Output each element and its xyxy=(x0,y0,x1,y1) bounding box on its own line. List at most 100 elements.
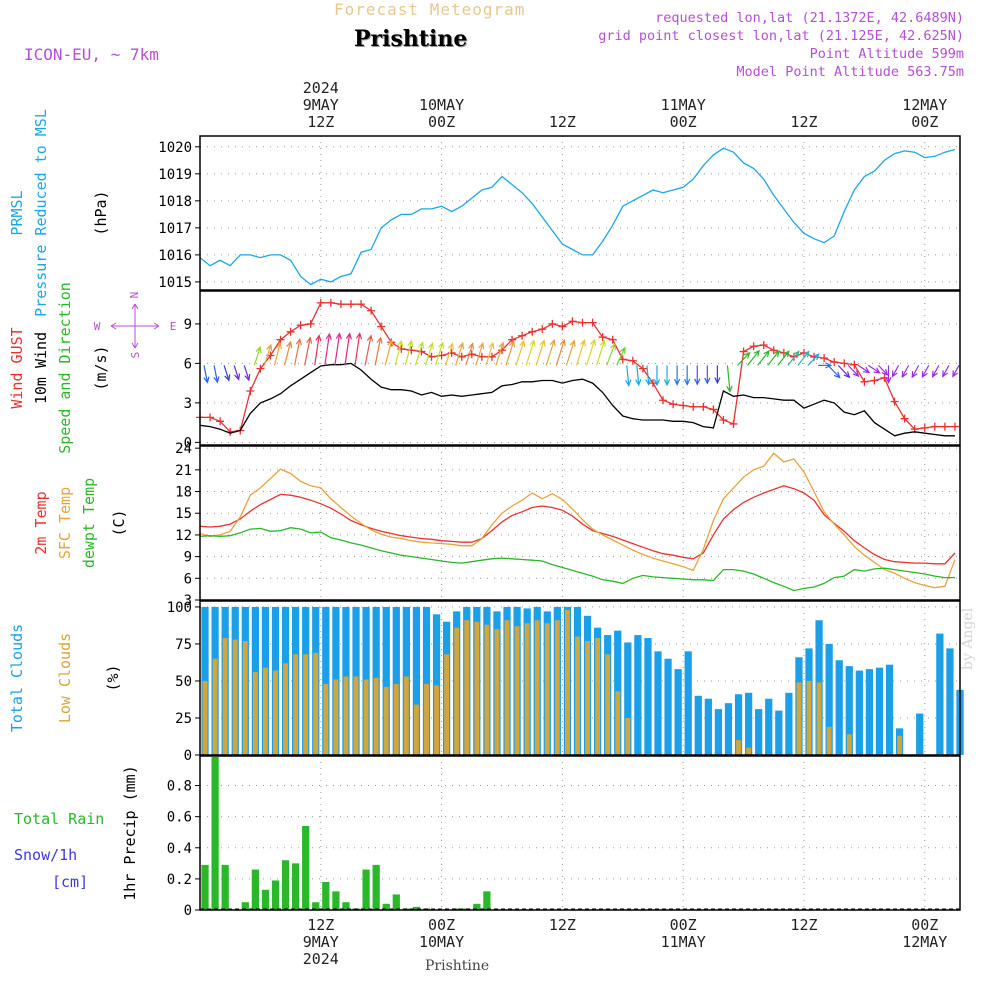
gust-marker xyxy=(216,417,225,426)
gust-marker xyxy=(487,352,496,361)
gust-marker xyxy=(880,373,889,382)
gust-marker xyxy=(608,335,617,344)
wind-arrow-head xyxy=(653,379,661,387)
wind-arrow-head xyxy=(843,371,851,379)
clouds-bar xyxy=(222,638,228,755)
clouds-bar xyxy=(845,666,853,755)
wind-arrow-head xyxy=(873,367,881,374)
chart-subtitle: Forecast Meteogram xyxy=(334,0,526,19)
bottom-time-label: 9MAY xyxy=(303,933,339,951)
clouds-bar xyxy=(865,669,874,755)
wind-arrow-head xyxy=(447,342,454,350)
clouds-axis-label: (%) xyxy=(104,664,122,691)
temperature-line xyxy=(199,485,956,565)
model-label: ICON-EU, ~ 7km xyxy=(24,45,159,64)
gust-marker xyxy=(659,396,668,405)
wind-arrow xyxy=(384,340,393,366)
wind-arrow-head xyxy=(468,342,475,350)
wind-arrow xyxy=(901,365,910,378)
wind-arrow xyxy=(626,365,630,386)
wind-arrow-head xyxy=(498,341,505,349)
wind-arrow xyxy=(847,364,859,377)
wind-arrow-head xyxy=(825,362,833,369)
clouds-bar xyxy=(504,620,510,755)
wind-arrow xyxy=(757,350,770,366)
top-time-label: 11MAY xyxy=(661,96,706,114)
clouds-bar xyxy=(242,640,248,755)
clouds-bar xyxy=(424,683,429,755)
clouds-bar xyxy=(263,667,268,755)
wind-arrow xyxy=(942,365,950,377)
wind-arrow xyxy=(223,365,230,381)
clouds-bar xyxy=(484,624,490,755)
gust-marker xyxy=(518,331,527,340)
wind-arrow-head xyxy=(684,378,691,386)
wind-arrow xyxy=(233,365,240,380)
compass-ns-arrow xyxy=(131,303,139,349)
gust-marker xyxy=(326,298,335,307)
wind-arrow-head xyxy=(610,342,616,350)
clouds-bar xyxy=(885,664,894,755)
clouds-bar xyxy=(575,636,580,755)
wind-arrow xyxy=(213,365,219,383)
gust-marker xyxy=(628,356,637,365)
bottom-time-label: 10MAY xyxy=(419,933,464,951)
wind-arrow-head xyxy=(355,331,363,340)
wind-arrow-head xyxy=(345,332,352,340)
wind-arrow-head xyxy=(803,350,810,358)
precip-bar xyxy=(201,864,209,910)
wind-arrow xyxy=(485,342,494,366)
gridpoint-coords: grid point closest lon,lat (21.125E, 42.… xyxy=(598,28,964,44)
wind-arrow-head xyxy=(366,334,374,342)
precip-bar xyxy=(302,826,310,910)
temperature-axis-label: 2m Temp xyxy=(32,491,50,554)
wind-arrow xyxy=(263,344,272,366)
compass-e: E xyxy=(170,320,177,333)
clouds-bar xyxy=(684,651,692,755)
precip-bar xyxy=(332,891,340,910)
clouds-bar xyxy=(704,698,712,755)
clouds-bar xyxy=(605,654,611,755)
temperature-ytick-label: 18 xyxy=(175,485,192,501)
wind-arrow-head xyxy=(427,341,434,350)
clouds-bar xyxy=(333,679,339,755)
wind-arrow-head xyxy=(559,338,566,347)
precip-bar xyxy=(261,889,270,910)
clouds-bar xyxy=(825,643,833,755)
gust-marker xyxy=(457,352,466,361)
clouds-bar xyxy=(534,620,540,755)
gust-marker xyxy=(588,318,597,327)
wind-arrow-head xyxy=(590,338,597,346)
clouds-bar xyxy=(544,623,550,755)
temperature-ytick-label: 15 xyxy=(175,506,192,522)
wind-arrow xyxy=(475,343,484,366)
wind-arrow xyxy=(273,342,281,366)
top-time-label: 12Z xyxy=(790,113,817,131)
wind-arrow-head xyxy=(376,336,383,344)
wind-arrow-head xyxy=(519,339,526,348)
wind-arrow-head xyxy=(224,374,231,382)
wind-arrow-head xyxy=(234,373,241,381)
clouds-bar xyxy=(414,704,419,755)
wind-arrow-head xyxy=(743,351,751,359)
wind-arrow xyxy=(455,343,464,366)
wind-arrow xyxy=(445,343,454,366)
precip-bar xyxy=(362,869,370,910)
wind-arrow xyxy=(374,337,382,366)
temperature-ytick-label: 6 xyxy=(184,571,192,587)
clouds-bar xyxy=(855,670,863,755)
clouds-bar xyxy=(392,606,400,755)
gust-marker xyxy=(900,414,909,423)
wind-arrow xyxy=(952,365,960,377)
precip-bar xyxy=(322,882,330,910)
clouds-bar xyxy=(816,682,822,755)
clouds-bar xyxy=(514,626,520,755)
gust-marker xyxy=(296,321,305,330)
wind-arrow xyxy=(253,346,261,366)
clouds-bar xyxy=(363,679,369,755)
wind-arrow-head xyxy=(266,343,273,351)
gust-marker xyxy=(598,333,607,342)
gust-marker xyxy=(850,360,859,369)
gust-marker xyxy=(709,405,718,414)
precip-rain-label: Total Rain xyxy=(14,810,104,828)
